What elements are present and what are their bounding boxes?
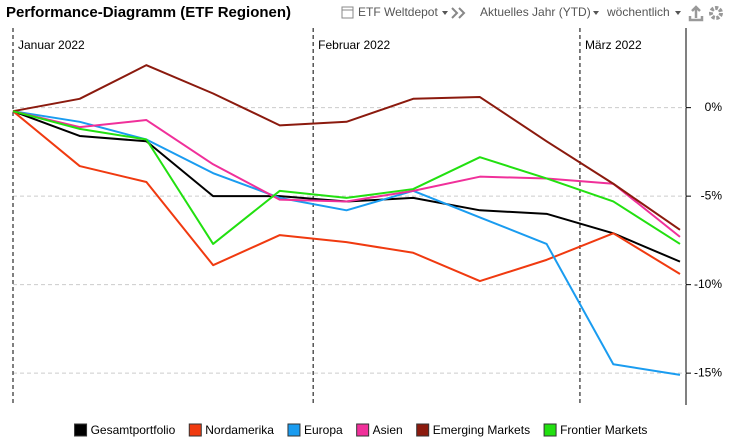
month-label: Januar 2022 <box>18 38 85 52</box>
legend-swatch <box>287 423 301 437</box>
legend-swatch <box>356 423 370 437</box>
chart-title: Performance-Diagramm (ETF Regionen) <box>6 4 291 21</box>
series-line <box>12 64 681 231</box>
y-tick-label: 0% <box>705 100 723 114</box>
y-tick-label: -10% <box>694 277 722 291</box>
series-line <box>12 110 681 238</box>
compare-icon[interactable] <box>451 7 466 19</box>
legend-swatch <box>188 423 202 437</box>
dropdown-arrow <box>593 11 599 15</box>
interval-select[interactable]: wöchentlich <box>606 5 670 19</box>
legend-label: Gesamtportfolio <box>91 423 176 437</box>
legend: Gesamtportfolio Nordamerika Europa Asien Eme… <box>74 423 647 437</box>
legend-label: Emerging Markets <box>433 423 530 437</box>
settings-icon[interactable] <box>709 6 723 20</box>
legend-label: Frontier Markets <box>560 423 647 437</box>
y-tick-label: -5% <box>701 188 723 202</box>
legend-swatch <box>74 423 88 437</box>
series-line <box>12 110 681 376</box>
legend-label: Asien <box>373 423 403 437</box>
series-line <box>12 110 681 245</box>
legend-label: Nordamerika <box>205 423 274 437</box>
export-icon[interactable] <box>688 5 704 22</box>
depot-select[interactable]: ETF Weltdepot <box>358 5 438 19</box>
y-tick-label: -15% <box>694 365 722 379</box>
month-label: Februar 2022 <box>318 38 390 52</box>
depot-icon <box>341 6 354 19</box>
legend-swatch <box>543 423 557 437</box>
month-label: März 2022 <box>585 38 642 52</box>
legend-swatch <box>416 423 430 437</box>
dropdown-arrow <box>442 11 448 15</box>
series-line <box>12 110 681 283</box>
period-select[interactable]: Aktuelles Jahr (YTD) <box>480 5 591 19</box>
toolbar: ETF Weltdepot Aktuelles Jahr (YTD) wöche… <box>341 5 723 22</box>
legend-label: Europa <box>304 423 343 437</box>
dropdown-arrow <box>675 11 681 15</box>
